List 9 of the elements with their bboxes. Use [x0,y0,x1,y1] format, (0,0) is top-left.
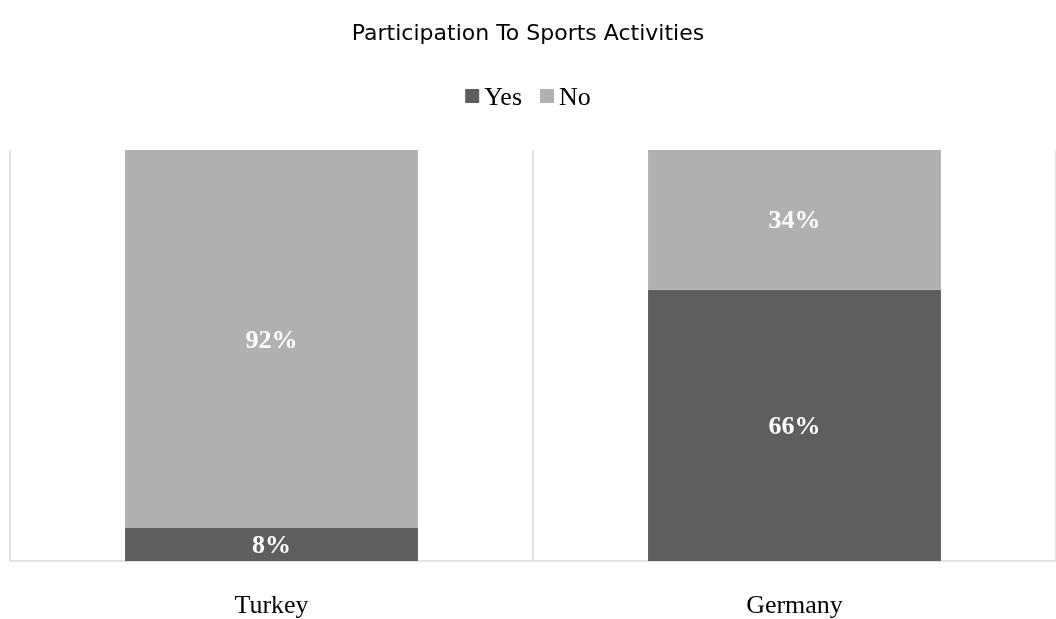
data-label: 8% [252,530,291,560]
x-tick-label: Germany [746,589,843,619]
chart-title: Participation To Sports Activities [351,19,705,45]
data-label: 92% [245,324,298,354]
data-label: 66% [768,410,821,440]
data-label: 34% [768,205,821,235]
x-tick-label: Turkey [234,589,309,619]
legend-label: Yes [484,81,523,111]
legend-label: No [559,81,591,111]
